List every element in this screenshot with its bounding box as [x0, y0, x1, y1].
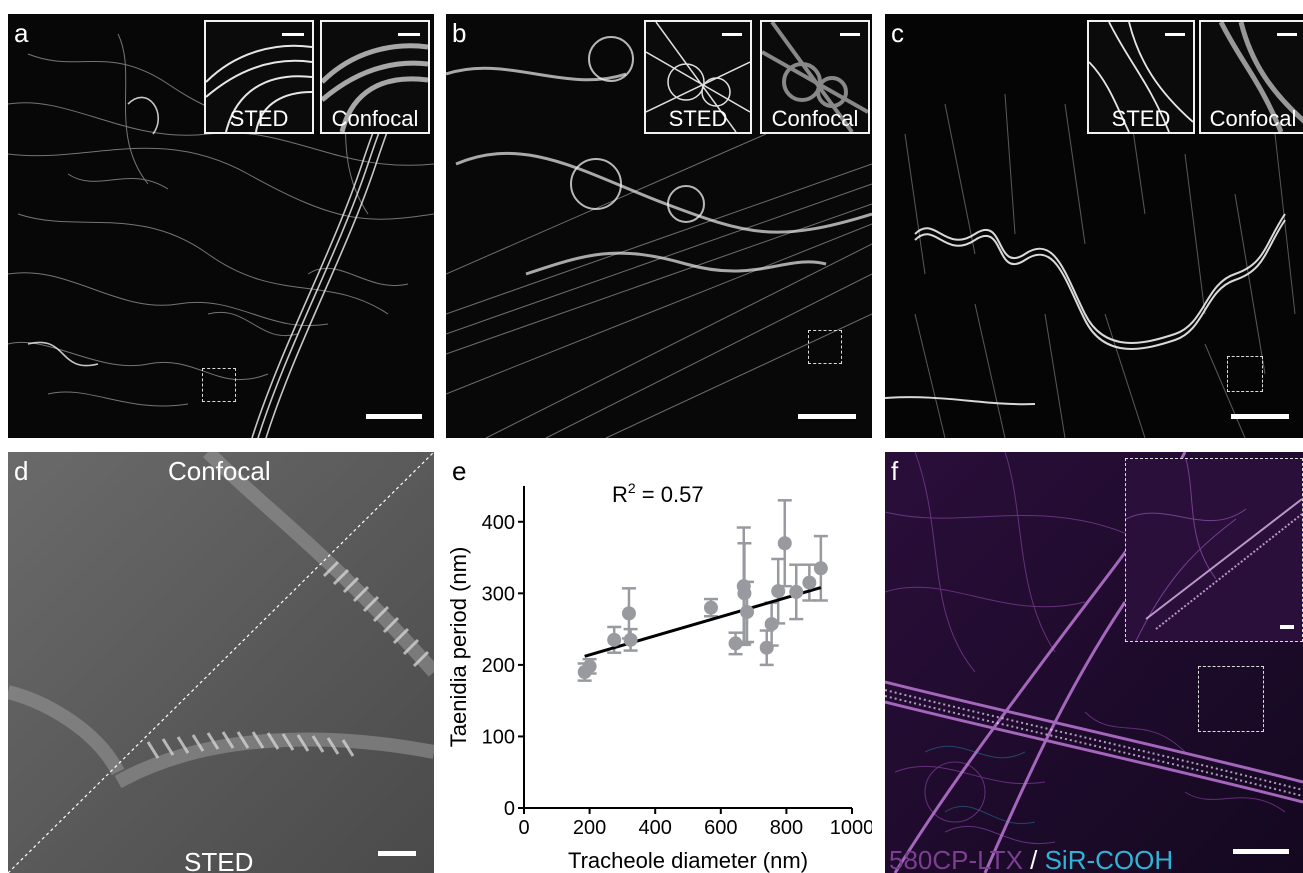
panel-c-roi-box — [1227, 356, 1263, 392]
panel-d-label: d — [14, 456, 29, 486]
panel-d-sted-label: STED — [184, 847, 254, 873]
x-tick-label: 200 — [573, 817, 606, 839]
data-point — [771, 584, 786, 599]
panel-c-sted-scale-bar — [1165, 33, 1185, 36]
y-tick-label: 100 — [482, 726, 515, 748]
x-axis-label: Tracheole diameter (nm) — [568, 848, 808, 873]
y-tick-label: 400 — [482, 512, 515, 534]
panel-d-scale-bar — [378, 851, 416, 856]
panel-b-confocal-scale-bar — [840, 33, 860, 36]
panel-a-roi-box — [202, 368, 236, 402]
data-point — [582, 659, 597, 674]
legend-probe-580cp-ltx: 580CP-LTX — [889, 845, 1023, 873]
data-point — [703, 600, 718, 615]
legend-probe-sir-cooh: SiR-COOH — [1044, 845, 1174, 873]
panel-a-sted-image — [206, 44, 312, 132]
data-point — [777, 536, 792, 551]
panel-c: c STED Confocal — [885, 14, 1303, 438]
y-tick-label: 0 — [504, 798, 515, 820]
data-point — [737, 586, 752, 601]
panel-c-confocal-label: Confocal — [1209, 106, 1297, 131]
panel-b: b STED Confocal — [446, 14, 872, 438]
panel-f-legend: 580CP-LTX / SiR-COOH — [889, 847, 1173, 873]
y-tick-label: 300 — [482, 583, 515, 605]
panel-c-sted-image — [1089, 22, 1193, 132]
data-point — [607, 632, 622, 647]
x-tick-label: 1000 — [830, 817, 872, 839]
panel-d: d Confocal STED — [8, 452, 434, 873]
panel-a-confocal-scale-bar — [398, 33, 420, 36]
panel-d-confocal-label: Confocal — [168, 456, 271, 486]
data-point — [789, 584, 804, 599]
data-point — [802, 575, 817, 590]
panel-f-label: f — [891, 456, 899, 486]
panel-f-inset-scale-bar — [1280, 625, 1294, 629]
panel-e: e Taenidia period (nm) Tracheole diamete… — [446, 452, 872, 873]
panel-a-sted-inset: STED — [204, 20, 314, 134]
panel-f-inset-box — [1125, 458, 1303, 642]
panel-f-roi-box — [1198, 666, 1264, 732]
panel-a-sted-label: STED — [229, 106, 289, 131]
panel-f-micrograph — [885, 452, 1303, 873]
x-tick-label: 0 — [518, 817, 529, 839]
r-squared-value: = 0.57 — [636, 482, 704, 507]
panel-b-label: b — [452, 18, 467, 48]
data-point — [728, 636, 743, 651]
panel-a-confocal-inset: Confocal — [320, 20, 430, 134]
data-point — [740, 604, 755, 619]
panel-e-scatter-chart: Taenidia period (nm) Tracheole diameter … — [446, 480, 872, 873]
panel-b-confocal-inset: Confocal — [760, 20, 870, 134]
panel-c-sted-inset: STED — [1087, 20, 1195, 134]
data-point — [621, 606, 636, 621]
panel-e-label: e — [452, 456, 467, 486]
y-tick-label: 200 — [482, 655, 515, 677]
panel-b-scale-bar — [798, 414, 856, 419]
panel-c-scale-bar — [1231, 414, 1289, 419]
x-tick-label: 400 — [639, 817, 672, 839]
panel-c-confocal-inset: Confocal — [1199, 20, 1303, 134]
panel-b-sted-inset: STED — [644, 20, 752, 134]
panel-c-confocal-scale-bar — [1277, 33, 1297, 36]
panel-c-label: c — [891, 18, 904, 48]
x-tick-label: 600 — [704, 817, 737, 839]
panel-b-roi-box — [808, 330, 842, 364]
data-point — [813, 561, 828, 576]
panel-a-confocal-image — [322, 43, 428, 132]
panel-a: a STED Confocal — [8, 14, 434, 438]
panel-f-scale-bar — [1233, 849, 1289, 854]
panel-b-sted-scale-bar — [722, 33, 742, 36]
y-axis-label: Taenidia period (nm) — [446, 547, 471, 748]
panel-a-scale-bar — [366, 414, 422, 419]
panel-c-confocal-image — [1218, 22, 1303, 132]
panel-f: f 580CP-LTX / SiR-COOH — [885, 452, 1303, 873]
data-point — [623, 632, 638, 647]
panel-a-confocal-label: Confocal — [331, 106, 419, 131]
legend-separator: / — [1022, 845, 1045, 873]
panel-b-sted-label: STED — [668, 106, 728, 131]
x-tick-label: 800 — [770, 817, 803, 839]
panel-a-label: a — [14, 18, 29, 48]
panel-b-confocal-label: Confocal — [771, 106, 859, 131]
panel-a-sted-scale-bar — [282, 33, 304, 36]
panel-f-inset-image — [1126, 459, 1302, 641]
panel-c-sted-label: STED — [1111, 106, 1171, 131]
data-point — [759, 640, 774, 655]
panel-b-confocal-image — [762, 22, 868, 132]
data-point — [764, 617, 779, 632]
r-squared-base: R — [612, 482, 628, 507]
panel-b-sted-image — [646, 22, 750, 132]
regression-line — [584, 586, 822, 658]
panel-d-micrograph — [8, 452, 434, 873]
r-squared-annotation: R2 = 0.57 — [612, 480, 704, 507]
r-squared-superscript: 2 — [628, 480, 636, 496]
